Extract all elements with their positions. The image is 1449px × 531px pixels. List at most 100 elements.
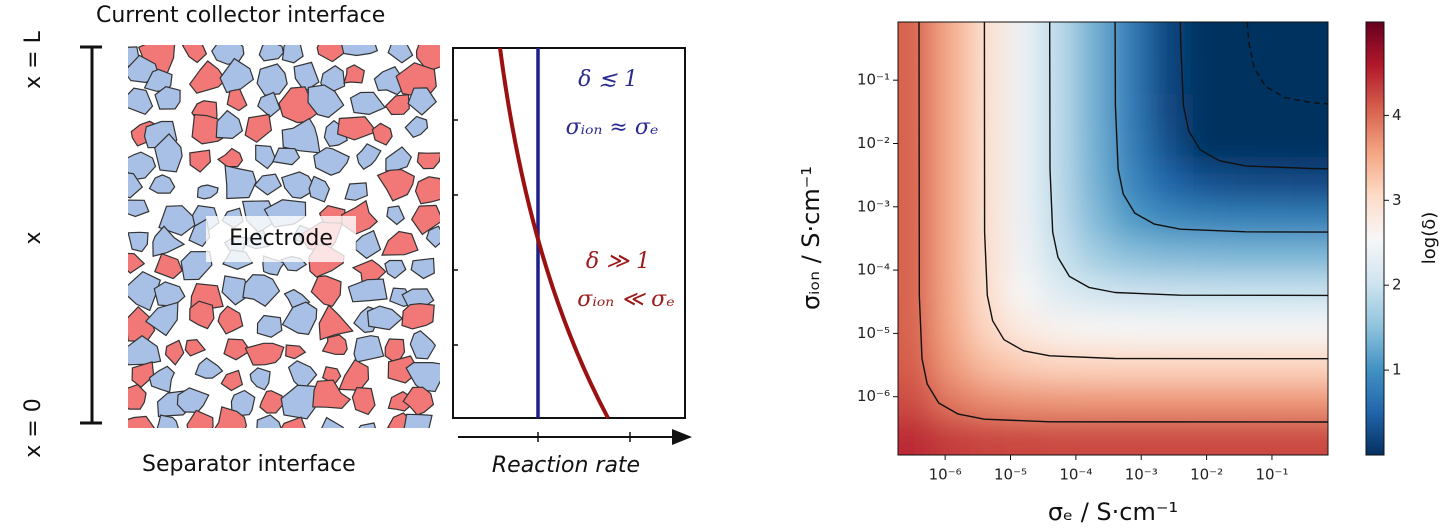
heatmap-cell (1040, 383, 1078, 421)
particle (128, 231, 149, 253)
heatmap-cell (1291, 347, 1328, 385)
contour-line (983, 22, 1328, 360)
heatmap-cell (1040, 57, 1078, 95)
heatmap-cell (1148, 383, 1185, 421)
colorbar-label: log(δ) (1419, 212, 1440, 265)
heatmap-cell (1148, 130, 1185, 168)
heatmap-cell (1291, 93, 1328, 132)
x-tick-label: 10⁻⁵ (994, 466, 1027, 484)
heatmap-cell (1005, 166, 1042, 204)
x-tick-label: 10⁻⁴ (1059, 466, 1092, 484)
heatmap-cell (1183, 57, 1221, 95)
particle (156, 414, 179, 428)
heatmap-cell (1219, 274, 1257, 313)
top-label: Current collector interface (96, 3, 385, 28)
heatmap-cell (969, 311, 1007, 349)
low-relation-label: σᵢₒₙ ≈ σₑ (566, 115, 659, 140)
heatmap-cell (898, 347, 935, 385)
particle (196, 184, 219, 200)
particle (401, 302, 435, 330)
particle (316, 45, 349, 63)
particle (223, 338, 252, 361)
heatmap-cell (1255, 202, 1293, 240)
particle (376, 168, 415, 202)
heatmap-cell (933, 166, 971, 204)
heatmap-cell (1255, 419, 1293, 455)
heatmap-cell (898, 166, 935, 204)
particle (318, 304, 354, 341)
particle (405, 362, 440, 393)
heatmap-cell (898, 419, 935, 455)
particle (358, 422, 377, 428)
heatmap-cell (1291, 202, 1328, 240)
heatmap-cell (1005, 383, 1042, 421)
particle (220, 369, 244, 392)
heatmap-cell (1148, 22, 1185, 59)
heatmap-cell (1040, 238, 1078, 276)
particle (410, 204, 440, 236)
x-tick-label: 10⁻¹ (1255, 466, 1288, 484)
heatmap-cell (1040, 166, 1078, 204)
heatmap-cell (1076, 130, 1114, 168)
particle (128, 415, 156, 428)
particle (244, 113, 273, 143)
particle (371, 122, 393, 146)
particle (353, 335, 385, 363)
heatmap-cell (1005, 57, 1042, 95)
heatmap (898, 22, 1328, 455)
heatmap-cell (1219, 202, 1257, 240)
heatmap-cell (933, 130, 971, 168)
particle (148, 365, 176, 393)
particle (158, 205, 200, 236)
particle (407, 87, 437, 116)
heatmap-cell (1148, 57, 1185, 95)
rate-axis-label: Reaction rate (492, 453, 640, 478)
heatmap-cell (933, 202, 971, 240)
heatmap-cell (1076, 238, 1114, 276)
low-delta-label: δ ≲ 1 (578, 67, 638, 92)
particle (281, 117, 321, 154)
heatmap-cell (969, 238, 1007, 276)
particle (349, 91, 387, 116)
axes: 10⁻⁶ 10⁻⁵ 10⁻⁴ 10⁻³ 10⁻² 10⁻¹ 10⁻⁶ 10⁻⁵ 10⁻⁴ 10⁻³… (857, 71, 1402, 484)
heatmap-cell (1219, 383, 1257, 421)
heatmap-cell (1255, 274, 1293, 313)
particle (384, 93, 410, 116)
electrode-label: Electrode (229, 226, 333, 251)
heatmap-cell (1219, 166, 1257, 204)
heatmap-cell (898, 238, 935, 276)
heatmap-cell (1291, 311, 1328, 349)
particle (131, 361, 155, 388)
heatmap-cell (1291, 130, 1328, 168)
particle (341, 45, 379, 57)
heatmap-cell (1291, 383, 1328, 421)
heatmap-cell (1005, 22, 1042, 59)
heatmap-cell (898, 57, 935, 95)
heatmap-cell (1219, 93, 1257, 132)
heatmap-cell (1291, 419, 1328, 455)
particle (310, 275, 342, 307)
heatmap-cell (1112, 166, 1150, 204)
heatmap-cell (1291, 238, 1328, 276)
rate-axis-ticks (537, 432, 631, 442)
particle (184, 338, 207, 357)
high-relation-label: σᵢₒₙ ≪ σₑ (577, 287, 674, 312)
particle (249, 367, 271, 391)
heatmap-cell (1255, 347, 1293, 385)
particle (414, 176, 440, 205)
heatmap-cell (1112, 419, 1150, 455)
particle (154, 252, 183, 280)
particle (230, 389, 256, 417)
heatmap-cell (1291, 57, 1328, 95)
heatmap-cell (1076, 419, 1114, 455)
particle (128, 151, 157, 181)
particle (255, 144, 277, 170)
colorbar-tick-label: 3 (1392, 191, 1402, 209)
particle (425, 225, 440, 249)
high-delta-label: δ ≫ 1 (586, 249, 650, 274)
particle (404, 115, 429, 139)
heatmap-cell (1291, 274, 1328, 313)
y-tick-label: 10⁻¹ (857, 71, 890, 89)
